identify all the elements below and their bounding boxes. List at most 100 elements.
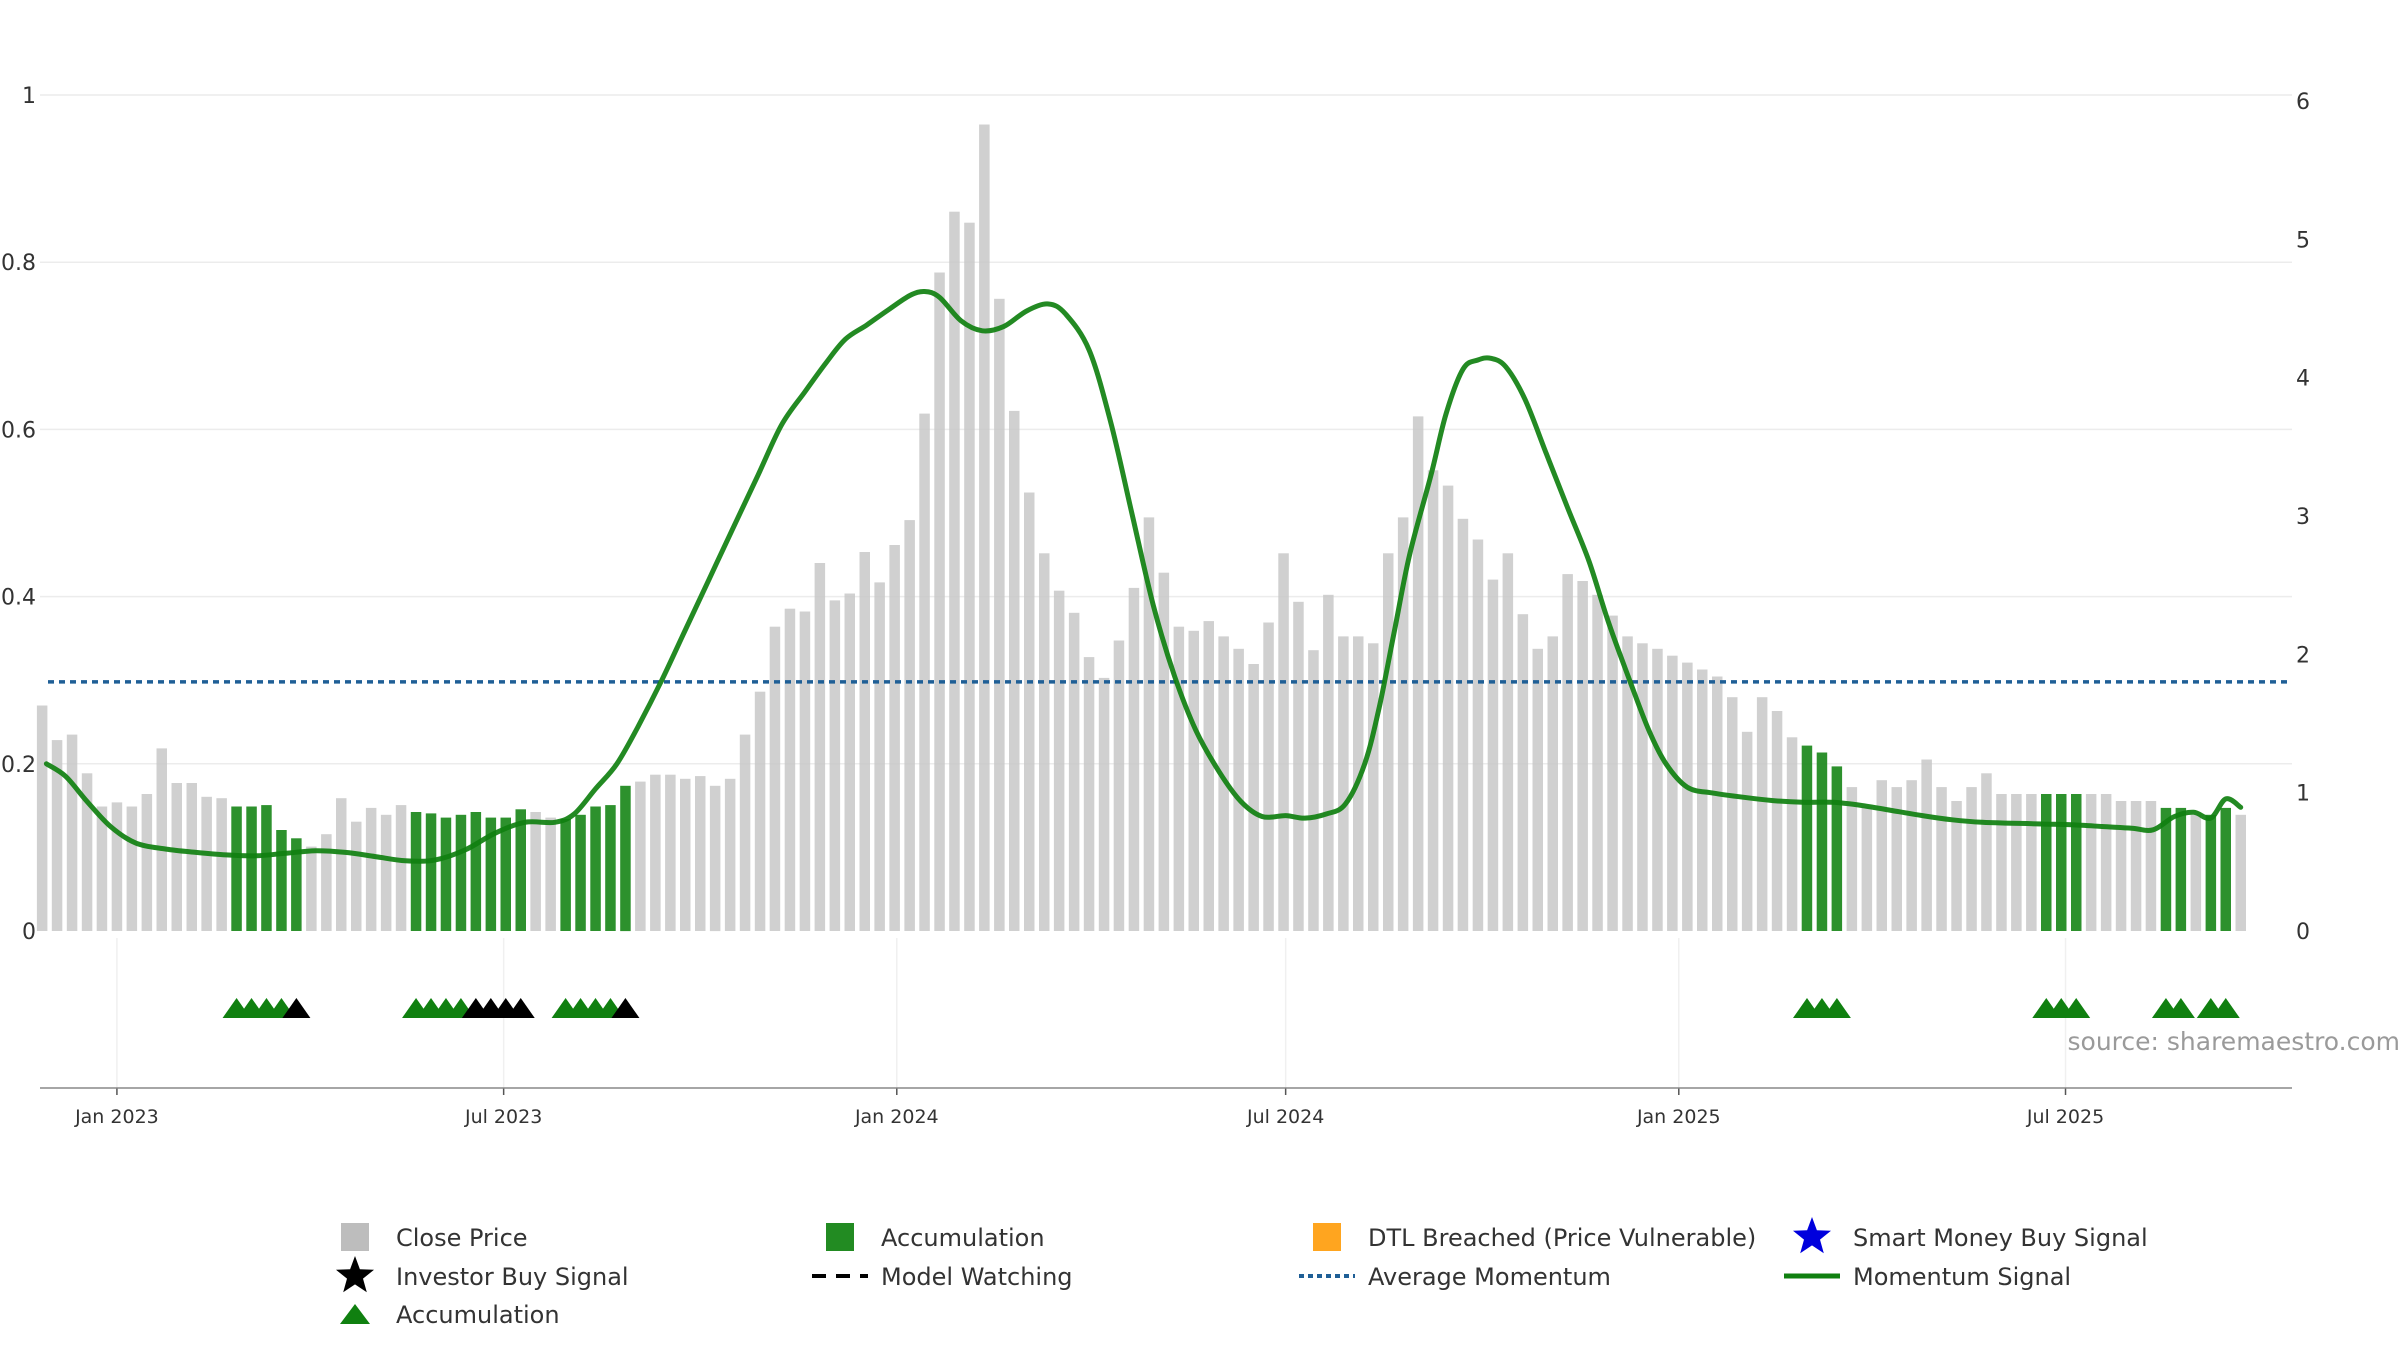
close-price-bar [201, 796, 212, 931]
close-price-bar [1981, 773, 1992, 931]
close-price-bar [1024, 492, 1035, 931]
legend: Close Price Accumulation DTL Breached (Pri… [336, 1217, 2148, 1329]
close-price-bar [1293, 601, 1304, 931]
accumulation-bar [485, 817, 497, 931]
close-price-bar [650, 774, 661, 931]
close-price-bar [545, 817, 556, 931]
close-price-bar [1727, 697, 1738, 931]
close-price-bar [1053, 590, 1065, 931]
accumulation-bar [440, 817, 452, 931]
close-price-bar [81, 773, 93, 931]
accumulation-bar [261, 805, 272, 931]
left-y-tick-label: 0.6 [1, 418, 36, 443]
legend-momentum-signal-label: Momentum Signal [1853, 1263, 2071, 1291]
close-price-bar [306, 846, 317, 931]
close-price-bar [2085, 794, 2097, 931]
x-tick-label: Jul 2023 [464, 1106, 542, 1128]
close-price-bar [2026, 794, 2037, 931]
close-price-bar [1532, 648, 1543, 931]
close-price-bar [709, 785, 721, 932]
close-price-bar [321, 834, 332, 931]
close-price-bar [635, 781, 646, 931]
close-price-bar [1951, 801, 1962, 931]
close-price-bar [51, 740, 63, 931]
close-price-bar [171, 783, 182, 931]
close-price-bar [739, 734, 751, 931]
accumulation-bar [2175, 807, 2187, 931]
close-price-bar [859, 552, 870, 931]
close-price-bar [1442, 485, 1454, 931]
signal-lines [43, 288, 2288, 864]
left-y-tick-label: 0.8 [1, 251, 36, 276]
close-price-bar [1383, 553, 1394, 931]
close-price-bar [380, 814, 392, 931]
legend-accumulation-swatch [826, 1223, 854, 1251]
accumulation-marker [2166, 998, 2195, 1018]
investor-buy-marker [506, 998, 535, 1018]
x-tick-label: Jul 2025 [2026, 1106, 2104, 1128]
close-price-bar [1667, 655, 1678, 931]
legend-average-momentum-label: Average Momentum [1368, 1263, 1611, 1291]
accumulation-bar [291, 838, 302, 931]
close-price-bar [1412, 416, 1424, 931]
close-price-bar [874, 582, 885, 931]
accumulation-bar [1801, 745, 1813, 931]
x-tick-label: Jan 2025 [1636, 1106, 1721, 1128]
close-price-bar [156, 748, 167, 931]
accumulation-bar [2041, 794, 2052, 931]
close-price-bar [1622, 636, 1633, 931]
close-price-bar [1248, 664, 1259, 931]
signal-markers [222, 998, 2240, 1018]
close-price-bar [934, 272, 945, 931]
close-price-bar [1876, 780, 1887, 931]
close-price-bar [1278, 553, 1289, 931]
close-price-bar [949, 211, 960, 931]
right-y-tick-label: 3 [2296, 505, 2310, 530]
close-price-bar [1697, 669, 1708, 931]
legend-dtl-breached-price-vulnerable-label: DTL Breached (Price Vulnerable) [1368, 1224, 1756, 1252]
accumulation-bar [2056, 794, 2067, 931]
investor-buy-marker [282, 998, 311, 1018]
close-price-bar [1068, 612, 1080, 931]
close-price-bar [1113, 640, 1125, 931]
close-price-bar [1427, 470, 1439, 931]
accumulation-bar [1816, 752, 1828, 931]
left-y-tick-label: 0.2 [1, 753, 36, 778]
close-price-bar [1712, 676, 1723, 931]
close-price-bar [2011, 794, 2022, 931]
accumulation-bar [575, 814, 586, 931]
legend-smart-money-buy-signal-star-icon [1793, 1217, 1831, 1254]
close-price-bar [1966, 787, 1977, 931]
close-price-bar [1039, 553, 1050, 931]
close-price-bar [1921, 759, 1932, 931]
accumulation-bar [500, 817, 511, 931]
right-y-tick-label: 1 [2296, 782, 2310, 807]
accumulation-bar [470, 812, 482, 931]
close-price-bar [1592, 594, 1603, 931]
close-price-bar [1218, 636, 1229, 931]
close-price-bar [36, 705, 48, 931]
close-price-bar [754, 691, 766, 931]
close-price-bar [1263, 622, 1274, 931]
close-price-bar [1143, 517, 1155, 931]
close-price-bar [844, 593, 855, 931]
accumulation-bar [2205, 814, 2217, 931]
accumulation-bar [231, 806, 242, 931]
accumulation-bar [620, 785, 631, 932]
close-price-bar [2100, 794, 2112, 931]
accumulation-bar [560, 819, 571, 931]
accumulation-bar [515, 809, 526, 931]
close-price-bar [66, 734, 78, 931]
close-price-bar [1128, 587, 1140, 931]
accumulation-bar [425, 813, 437, 931]
close-price-bar [1308, 650, 1319, 931]
close-price-bar [141, 794, 153, 931]
close-price-bar [1891, 787, 1902, 931]
legend-investor-buy-signal-label: Investor Buy Signal [396, 1263, 629, 1291]
close-price-bar [1756, 697, 1768, 931]
accumulation-bar [2071, 794, 2082, 931]
close-price-bar [351, 821, 362, 931]
close-price-bar [186, 783, 197, 931]
legend-model-watching-label: Model Watching [881, 1263, 1073, 1291]
accumulation-marker [1822, 998, 1851, 1018]
